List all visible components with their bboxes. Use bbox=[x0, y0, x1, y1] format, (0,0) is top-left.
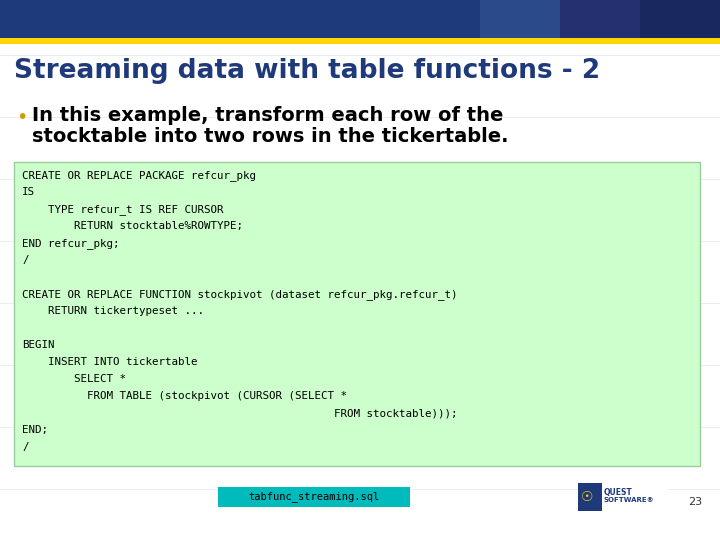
Bar bbox=[0, 365, 720, 366]
Text: /: / bbox=[22, 255, 29, 265]
Bar bbox=[0, 55, 720, 56]
Bar bbox=[560, 0, 640, 38]
Bar bbox=[218, 487, 410, 507]
Text: END;: END; bbox=[22, 425, 48, 435]
Text: SOFTWARE®: SOFTWARE® bbox=[604, 497, 654, 503]
Text: SELECT *: SELECT * bbox=[22, 374, 126, 384]
Text: INSERT INTO tickertable: INSERT INTO tickertable bbox=[22, 357, 197, 367]
Text: stocktable into two rows in the tickertable.: stocktable into two rows in the tickerta… bbox=[32, 127, 508, 146]
Bar bbox=[0, 303, 720, 304]
Bar bbox=[480, 0, 560, 38]
Text: ☉: ☉ bbox=[581, 490, 593, 504]
Text: RETURN stocktable%ROWTYPE;: RETURN stocktable%ROWTYPE; bbox=[22, 221, 243, 231]
Bar bbox=[0, 489, 720, 490]
Bar bbox=[0, 179, 720, 180]
Bar bbox=[0, 241, 720, 242]
Text: /: / bbox=[22, 442, 29, 452]
Text: BEGIN: BEGIN bbox=[22, 340, 55, 350]
Text: END refcur_pkg;: END refcur_pkg; bbox=[22, 238, 120, 249]
Bar bbox=[14, 162, 700, 466]
Text: CREATE OR REPLACE FUNCTION stockpivot (dataset refcur_pkg.refcur_t): CREATE OR REPLACE FUNCTION stockpivot (d… bbox=[22, 289, 457, 300]
Text: •: • bbox=[16, 108, 27, 127]
Text: 23: 23 bbox=[688, 497, 702, 507]
Bar bbox=[0, 0, 720, 38]
Text: In this example, transform each row of the: In this example, transform each row of t… bbox=[32, 106, 503, 125]
Text: QUEST: QUEST bbox=[604, 488, 633, 497]
Bar bbox=[578, 483, 668, 511]
Text: tabfunc_streaming.sql: tabfunc_streaming.sql bbox=[248, 491, 379, 502]
Text: FROM TABLE (stockpivot (CURSOR (SELECT *: FROM TABLE (stockpivot (CURSOR (SELECT * bbox=[22, 391, 347, 401]
Text: TYPE refcur_t IS REF CURSOR: TYPE refcur_t IS REF CURSOR bbox=[22, 204, 223, 215]
Text: FROM stocktable)));: FROM stocktable))); bbox=[22, 408, 457, 418]
Bar bbox=[640, 0, 720, 38]
Text: IS: IS bbox=[22, 187, 35, 197]
Bar bbox=[578, 483, 602, 511]
Text: CREATE OR REPLACE PACKAGE refcur_pkg: CREATE OR REPLACE PACKAGE refcur_pkg bbox=[22, 170, 256, 181]
Bar bbox=[0, 427, 720, 428]
Text: RETURN tickertypeset ...: RETURN tickertypeset ... bbox=[22, 306, 204, 316]
Bar bbox=[0, 117, 720, 118]
Text: Streaming data with table functions - 2: Streaming data with table functions - 2 bbox=[14, 58, 600, 84]
Bar bbox=[0, 38, 720, 44]
